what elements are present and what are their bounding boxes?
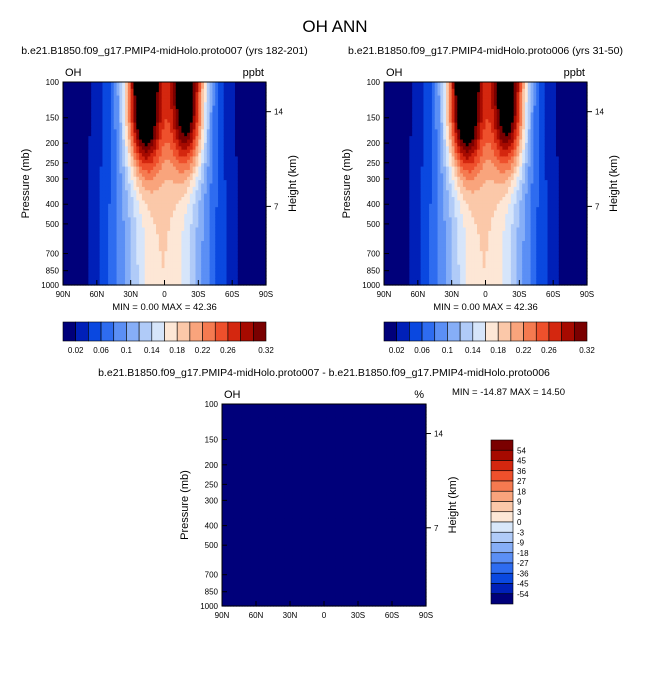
figure-title: OH ANN: [302, 17, 367, 36]
x-tick-label: 30N: [123, 290, 138, 299]
y-tick-label: 250: [46, 159, 60, 168]
panel-1-title: b.e21.B1850.f09_g17.PMIP4-midHolo.proto0…: [21, 45, 308, 57]
y-tick-label: 500: [46, 220, 60, 229]
panel-2-title: b.e21.B1850.f09_g17.PMIP4-midHolo.proto0…: [348, 45, 623, 57]
y2-tick-label: 14: [274, 108, 283, 117]
panel-1-stats: MIN = 0.00 MAX = 42.36: [112, 302, 217, 313]
y-tick-label: 400: [46, 200, 60, 209]
x-tick-label: 90N: [56, 290, 71, 299]
x-tick-label: 30S: [191, 290, 205, 299]
y-tick-label: 100: [46, 78, 60, 87]
panel-1-units-label: ppbt: [243, 67, 264, 79]
y-tick-label: 1000: [41, 281, 59, 290]
y-tick-label: 700: [46, 250, 60, 259]
y-tick-label: 150: [46, 114, 60, 123]
panel-1-y2label: Height (km): [287, 155, 299, 212]
panel-1: b.e21.B1850.f09_g17.PMIP4-midHolo.proto0…: [20, 45, 308, 313]
x-tick-label: 60S: [225, 290, 239, 299]
panel-1-field: [63, 82, 267, 286]
y-tick-label: 200: [46, 139, 60, 148]
x-tick-label: 90S: [259, 290, 273, 299]
panel-1-variable-label: OH: [65, 67, 82, 79]
y2-tick-label: 7: [274, 202, 279, 211]
figure-canvas: OH ANN b.e21.B1850.f09_g17.PMIP4-midHolo…: [0, 0, 671, 692]
y-tick-label: 850: [46, 267, 60, 276]
x-tick-label: 0: [162, 290, 167, 299]
panel-2: b.e21.B1850.f09_g17.PMIP4-midHolo.proto0…: [341, 45, 623, 313]
panel-2-field: [384, 82, 588, 286]
panel-1-ylabel: Pressure (mb): [20, 149, 32, 219]
y-tick-label: 300: [46, 175, 60, 184]
x-tick-label: 60N: [89, 290, 104, 299]
